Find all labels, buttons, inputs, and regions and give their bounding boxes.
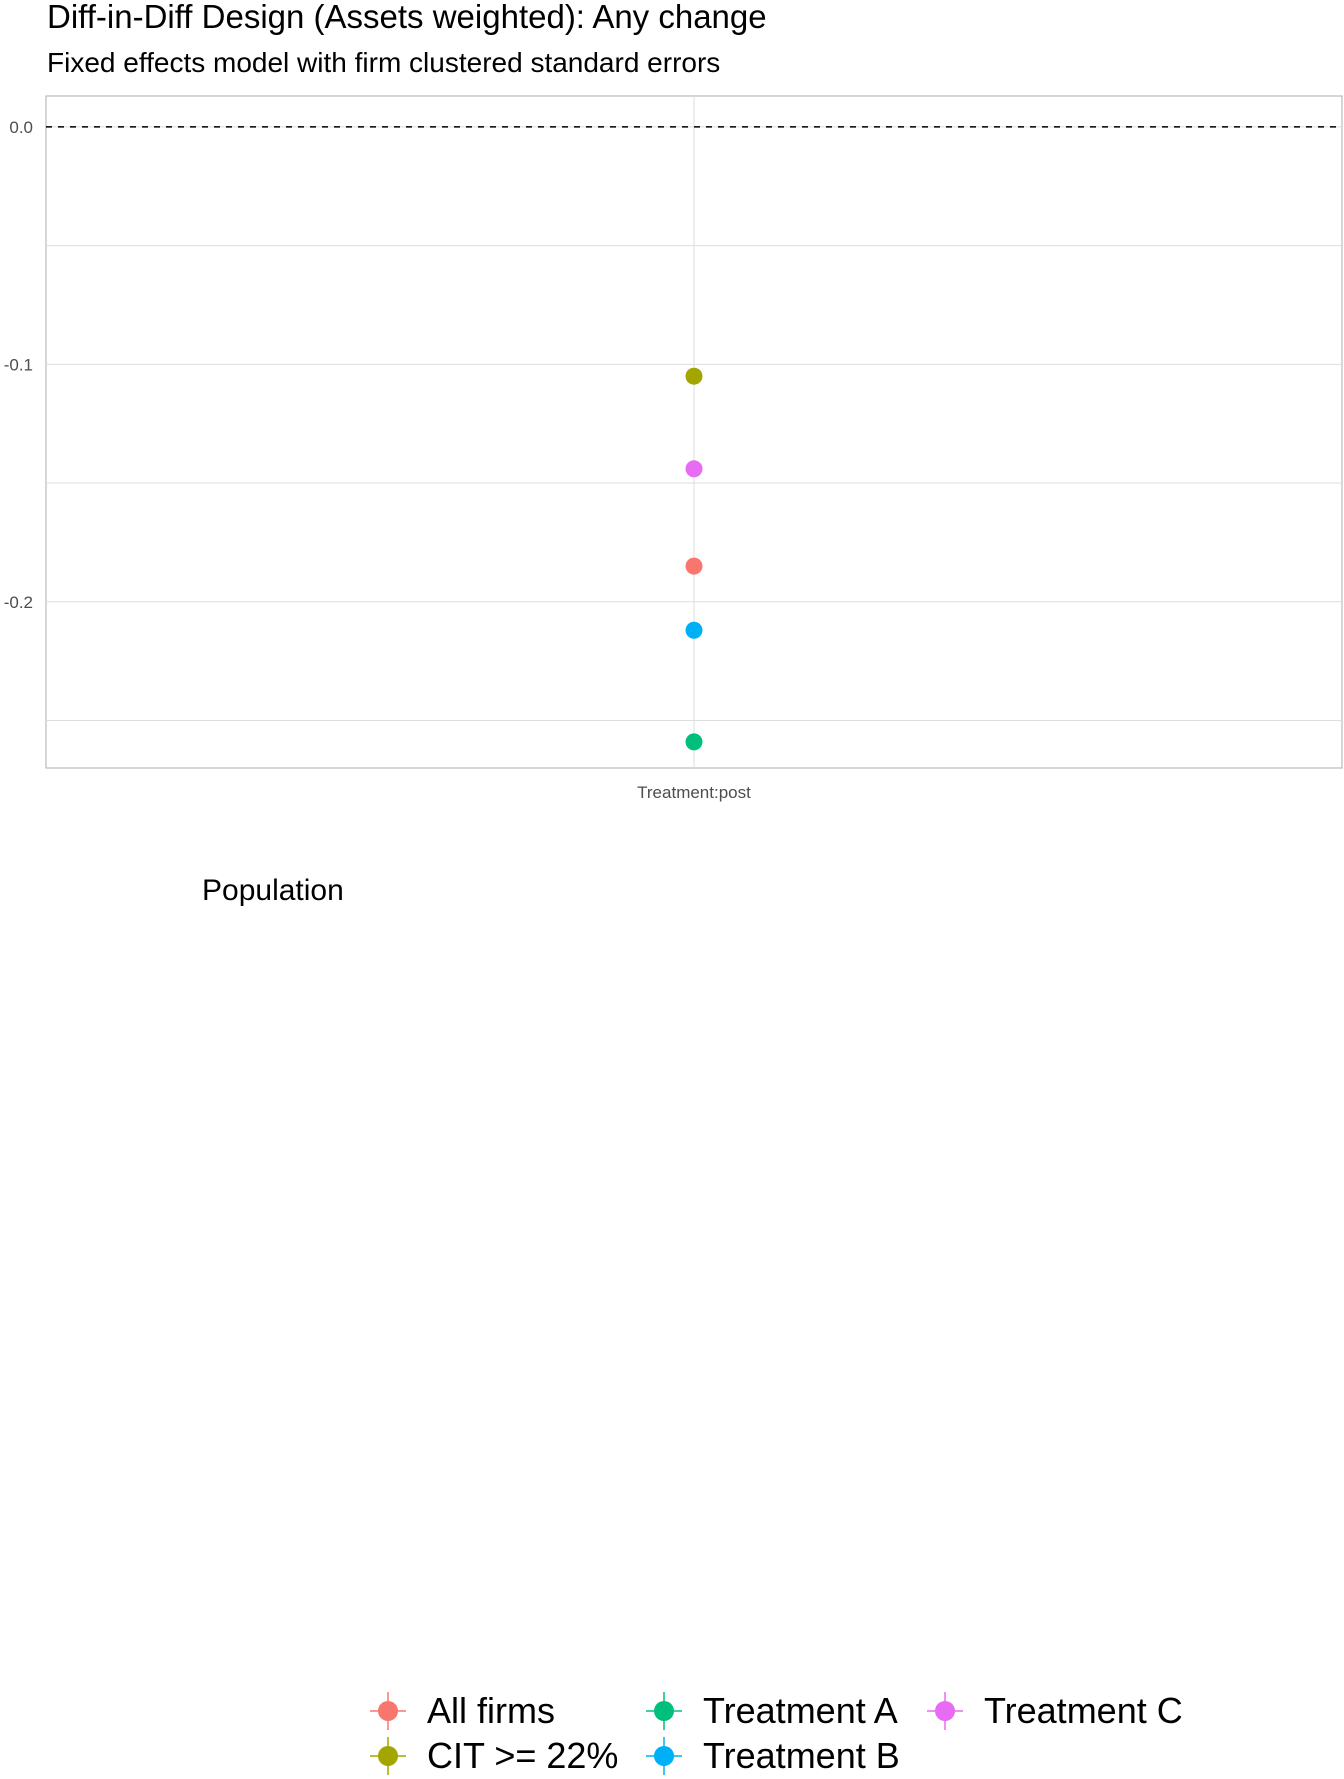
legend-label: All firms [427,1690,555,1731]
x-tick-label: Treatment:post [637,783,751,802]
legend-label: Treatment A [703,1690,898,1731]
chart-subtitle: Fixed effects model with firm clustered … [47,47,721,78]
legend-item: Treatment B [644,1733,900,1779]
gridlines [45,95,1343,769]
axis-labels: 0.0 -0.1 -0.2 Treatment:post [4,118,751,802]
legend-label: CIT >= 22% [427,1735,619,1776]
y-tick-label: -0.2 [4,593,33,612]
legend-label: Treatment B [703,1735,900,1776]
data-point [685,367,703,385]
legend-key-icon [646,1692,682,1730]
legend-key-icon [370,1692,406,1730]
legend-label: Treatment C [984,1690,1183,1731]
y-tick-label: -0.1 [4,355,33,374]
data-point [685,460,703,478]
y-tick-label: 0.0 [9,118,33,137]
legend-title: Population [202,874,344,907]
data-point [685,557,703,575]
legend-item: Treatment C [925,1688,1183,1734]
legend-item: Treatment A [644,1688,898,1734]
legend-key-icon [370,1737,406,1775]
legend-item: CIT >= 22% [368,1733,618,1779]
legend-key-icon [646,1737,682,1775]
plot-area: 0.0 -0.1 -0.2 Treatment:post [4,95,1343,802]
data-point [685,621,703,639]
data-points [685,367,703,751]
legend-item: All firms [368,1688,555,1734]
data-point [685,733,703,751]
chart-title: Diff-in-Diff Design (Assets weighted): A… [47,0,767,35]
legend-key-icon [927,1692,963,1730]
